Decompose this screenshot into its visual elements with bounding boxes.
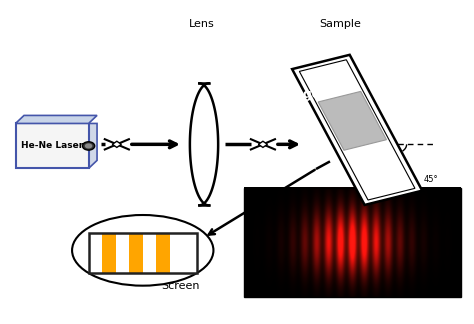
Text: 45°: 45° bbox=[423, 175, 438, 184]
Bar bbox=[102, 233, 116, 273]
Text: He-Ne Laser: He-Ne Laser bbox=[21, 142, 83, 150]
Ellipse shape bbox=[72, 215, 213, 286]
Polygon shape bbox=[318, 91, 386, 150]
Polygon shape bbox=[16, 123, 89, 168]
Polygon shape bbox=[258, 141, 267, 147]
Polygon shape bbox=[292, 55, 422, 205]
Circle shape bbox=[85, 143, 92, 148]
Polygon shape bbox=[112, 141, 121, 147]
Bar bbox=[156, 233, 170, 273]
Circle shape bbox=[82, 142, 95, 150]
Text: Lens: Lens bbox=[189, 19, 215, 29]
Polygon shape bbox=[16, 115, 97, 123]
Text: Screen: Screen bbox=[161, 281, 200, 291]
Polygon shape bbox=[190, 83, 218, 205]
Bar bbox=[244, 188, 461, 297]
Text: Sample: Sample bbox=[320, 19, 362, 29]
Bar bbox=[129, 233, 143, 273]
Polygon shape bbox=[300, 60, 415, 200]
Polygon shape bbox=[24, 123, 97, 168]
Bar bbox=[89, 233, 197, 273]
Bar bbox=[89, 233, 197, 273]
Text: Fringes: Fringes bbox=[277, 88, 328, 101]
